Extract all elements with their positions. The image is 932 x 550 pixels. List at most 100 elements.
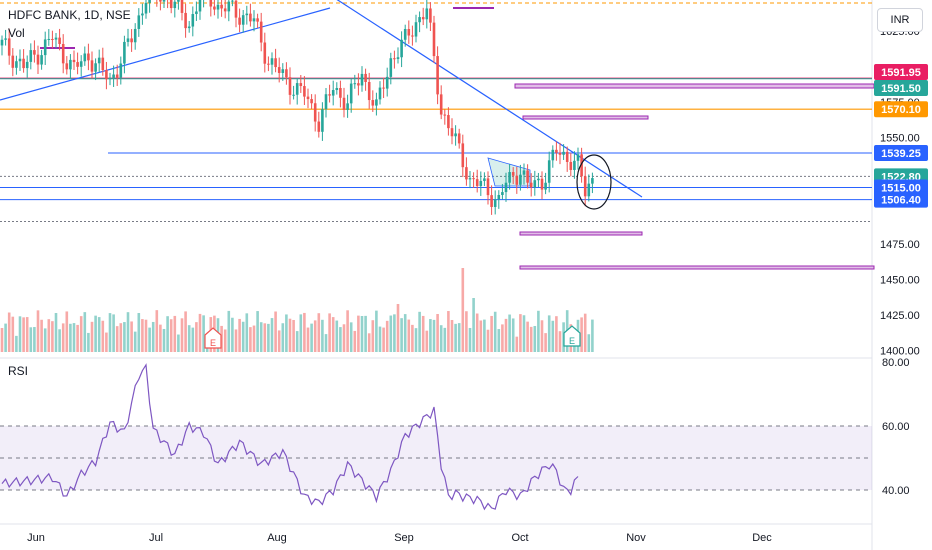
candle-body[interactable] bbox=[465, 167, 468, 180]
candle-body[interactable] bbox=[396, 57, 400, 59]
candle-body[interactable] bbox=[357, 83, 360, 86]
candle-body[interactable] bbox=[112, 74, 115, 78]
candle-body[interactable] bbox=[216, 4, 220, 10]
earnings-marker-icon[interactable]: E bbox=[563, 325, 581, 347]
candle-body[interactable] bbox=[90, 60, 94, 72]
candle-body[interactable] bbox=[54, 37, 58, 40]
candle-body[interactable] bbox=[252, 18, 256, 22]
candle-body[interactable] bbox=[29, 50, 33, 62]
candle-body[interactable] bbox=[177, 0, 180, 2]
candle-body[interactable] bbox=[317, 121, 321, 132]
candle-body[interactable] bbox=[468, 178, 472, 180]
candle-body[interactable] bbox=[562, 151, 565, 155]
candle-body[interactable] bbox=[159, 0, 162, 2]
candle-body[interactable] bbox=[472, 178, 475, 180]
candle-body[interactable] bbox=[61, 43, 65, 64]
candle-body[interactable] bbox=[457, 133, 461, 144]
candle-body[interactable] bbox=[591, 178, 594, 184]
candle-body[interactable] bbox=[313, 103, 317, 122]
candle-body[interactable] bbox=[483, 178, 486, 181]
candle-body[interactable] bbox=[331, 90, 335, 96]
circle-annotation-icon[interactable] bbox=[576, 154, 612, 210]
candle-body[interactable] bbox=[522, 170, 526, 175]
candle-body[interactable] bbox=[393, 58, 396, 60]
candle-body[interactable] bbox=[493, 199, 497, 207]
candle-body[interactable] bbox=[349, 83, 353, 104]
candle-body[interactable] bbox=[335, 87, 339, 91]
candle-body[interactable] bbox=[0, 39, 4, 46]
candle-body[interactable] bbox=[461, 143, 465, 168]
candle-body[interactable] bbox=[418, 17, 421, 23]
candle-body[interactable] bbox=[130, 38, 133, 43]
candle-body[interactable] bbox=[306, 96, 310, 100]
candle-body[interactable] bbox=[241, 15, 245, 25]
candle-body[interactable] bbox=[36, 54, 40, 65]
earnings-marker-icon[interactable]: E bbox=[204, 327, 222, 349]
candle-body[interactable] bbox=[263, 42, 267, 64]
candle-body[interactable] bbox=[40, 55, 43, 65]
candle-body[interactable] bbox=[479, 180, 483, 187]
candle-body[interactable] bbox=[544, 182, 547, 190]
candle-body[interactable] bbox=[364, 73, 367, 82]
candle-body[interactable] bbox=[400, 39, 403, 58]
candle-body[interactable] bbox=[295, 83, 299, 95]
candle-body[interactable] bbox=[213, 6, 216, 10]
candle-body[interactable] bbox=[51, 38, 54, 40]
candle-body[interactable] bbox=[504, 182, 508, 193]
candle-body[interactable] bbox=[234, 0, 238, 18]
candle-body[interactable] bbox=[353, 83, 357, 85]
candle-body[interactable] bbox=[310, 99, 313, 104]
candle-body[interactable] bbox=[7, 38, 11, 56]
candle-body[interactable] bbox=[511, 172, 515, 176]
candle-body[interactable] bbox=[115, 74, 119, 78]
candle-body[interactable] bbox=[389, 58, 393, 77]
candle-body[interactable] bbox=[15, 61, 18, 68]
candle-body[interactable] bbox=[137, 15, 141, 29]
candle-body[interactable] bbox=[223, 8, 227, 12]
candle-body[interactable] bbox=[47, 38, 51, 40]
candle-body[interactable] bbox=[439, 94, 443, 115]
candle-body[interactable] bbox=[429, 8, 432, 23]
candle-body[interactable] bbox=[141, 13, 144, 16]
candle-body[interactable] bbox=[277, 67, 281, 73]
candle-body[interactable] bbox=[173, 1, 177, 9]
candle-body[interactable] bbox=[490, 195, 493, 207]
candle-body[interactable] bbox=[267, 63, 270, 65]
candle-body[interactable] bbox=[162, 0, 166, 2]
candle-body[interactable] bbox=[414, 22, 418, 37]
candle-body[interactable] bbox=[18, 58, 22, 62]
candle-body[interactable] bbox=[209, 0, 213, 7]
currency-button[interactable]: INR bbox=[877, 8, 923, 32]
candle-body[interactable] bbox=[339, 87, 342, 98]
candle-body[interactable] bbox=[83, 53, 87, 62]
candle-body[interactable] bbox=[227, 1, 231, 12]
candle-body[interactable] bbox=[555, 149, 558, 153]
candle-body[interactable] bbox=[25, 61, 29, 69]
candle-body[interactable] bbox=[65, 63, 69, 70]
candle-body[interactable] bbox=[285, 69, 288, 78]
candle-body[interactable] bbox=[169, 0, 173, 9]
candle-body[interactable] bbox=[587, 183, 591, 197]
candle-body[interactable] bbox=[565, 151, 569, 162]
candle-body[interactable] bbox=[144, 2, 148, 14]
candle-body[interactable] bbox=[249, 13, 252, 22]
candle-body[interactable] bbox=[69, 59, 72, 70]
candle-body[interactable] bbox=[425, 8, 429, 20]
candle-body[interactable] bbox=[342, 97, 346, 110]
candle-body[interactable] bbox=[375, 99, 378, 106]
candle-body[interactable] bbox=[58, 37, 61, 44]
candle-body[interactable] bbox=[583, 176, 587, 197]
candle-body[interactable] bbox=[576, 154, 580, 161]
candle-body[interactable] bbox=[454, 133, 457, 137]
candle-body[interactable] bbox=[324, 94, 328, 110]
candle-body[interactable] bbox=[187, 26, 191, 29]
candle-body[interactable] bbox=[573, 160, 576, 170]
candle-body[interactable] bbox=[245, 13, 249, 16]
candle-body[interactable] bbox=[447, 115, 450, 129]
candle-body[interactable] bbox=[371, 100, 375, 106]
candle-body[interactable] bbox=[540, 178, 544, 190]
candle-body[interactable] bbox=[119, 63, 123, 78]
candle-body[interactable] bbox=[497, 194, 501, 200]
candle-body[interactable] bbox=[76, 62, 79, 67]
